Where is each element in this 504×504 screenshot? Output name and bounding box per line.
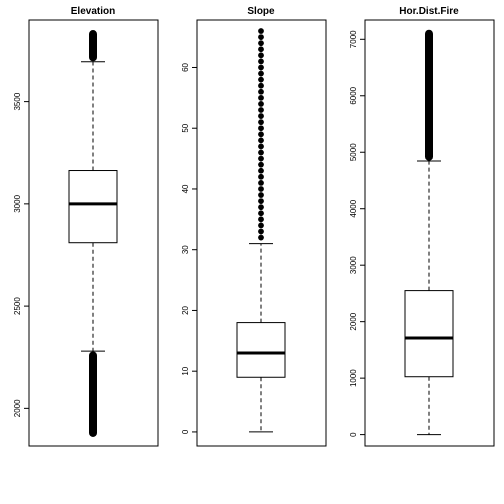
y-axis-elevation: 2000 2500 3000 3500 bbox=[13, 92, 29, 417]
outlier-slope-23 bbox=[258, 94, 264, 101]
outlier-slope-13 bbox=[258, 155, 264, 162]
outlier-slope-10 bbox=[258, 173, 264, 180]
boxplot-slope bbox=[236, 28, 286, 433]
outlier-slope-9 bbox=[258, 179, 264, 186]
boxplot-elevation bbox=[68, 30, 118, 437]
outlier-slope-28 bbox=[258, 64, 264, 71]
panel-slope: Slope 0 10 20 30 40 50 60 bbox=[181, 6, 327, 447]
outlier-slope-3 bbox=[258, 216, 264, 223]
outlier-slope-0 bbox=[258, 234, 264, 241]
outlier-slope-34 bbox=[258, 28, 264, 34]
y-tick-label-hor-dist-fire-4: 4000 bbox=[349, 199, 358, 217]
y-tick-label-slope-4: 40 bbox=[181, 184, 190, 193]
outlier-slope-26 bbox=[258, 76, 264, 83]
outlier-slope-21 bbox=[258, 107, 264, 113]
outliers-high-hor-dist-fire bbox=[425, 29, 433, 161]
outlier-slope-33 bbox=[258, 34, 264, 41]
y-tick-label-slope-2: 20 bbox=[181, 305, 190, 314]
outliers-high-elevation bbox=[89, 30, 97, 62]
y-tick-label-hor-dist-fire-6: 6000 bbox=[349, 86, 358, 104]
y-tick-label-slope-1: 10 bbox=[181, 366, 190, 375]
outlier-slope-19 bbox=[258, 119, 264, 126]
y-tick-label-hor-dist-fire-2: 2000 bbox=[349, 312, 358, 330]
y-tick-label-slope-0: 0 bbox=[181, 429, 190, 434]
y-tick-label-slope-3: 30 bbox=[181, 245, 190, 254]
plot-frame-slope bbox=[196, 19, 327, 447]
outlier-slope-25 bbox=[258, 82, 264, 89]
y-tick-label-hor-dist-fire-7: 7000 bbox=[349, 30, 358, 48]
y-tick-label-elevation-2: 3000 bbox=[13, 194, 22, 212]
outlier-slope-14 bbox=[258, 149, 264, 156]
outlier-slope-18 bbox=[258, 125, 264, 132]
outlier-slope-11 bbox=[258, 167, 264, 174]
plot-frame-elevation bbox=[28, 19, 159, 447]
y-tick-label-elevation-0: 2000 bbox=[13, 399, 22, 417]
y-tick-label-slope-5: 50 bbox=[181, 123, 190, 132]
outlier-slope-5 bbox=[258, 204, 264, 211]
outliers-low-elevation bbox=[89, 351, 97, 437]
y-tick-label-elevation-3: 3500 bbox=[13, 92, 22, 110]
outlier-slope-12 bbox=[258, 161, 264, 168]
panel-elevation: Elevation 2000 2500 3000 3500 bbox=[13, 6, 159, 447]
iqr-box-hor-dist-fire bbox=[404, 290, 454, 378]
iqr-box-elevation bbox=[68, 170, 118, 244]
panel-hor-dist-fire: Hor.Dist.Fire 0 1000 2000 3000 4000 5000 6000 7… bbox=[349, 6, 495, 447]
y-tick-label-hor-dist-fire-5: 5000 bbox=[349, 143, 358, 161]
iqr-box-slope bbox=[236, 322, 286, 378]
outlier-slope-15 bbox=[258, 143, 264, 150]
outlier-slope-31 bbox=[258, 46, 264, 53]
outlier-slope-4 bbox=[258, 210, 264, 217]
outlier-slope-30 bbox=[258, 52, 264, 59]
y-axis-hor-dist-fire: 0 1000 2000 3000 4000 5000 6000 7000 bbox=[349, 30, 365, 437]
panel-title-hor-dist-fire: Hor.Dist.Fire bbox=[399, 6, 459, 17]
y-tick-label-elevation-1: 2500 bbox=[13, 297, 22, 315]
panel-title-elevation: Elevation bbox=[71, 6, 115, 17]
outlier-slope-8 bbox=[258, 186, 264, 192]
outlier-slope-29 bbox=[258, 58, 264, 65]
outlier-slope-22 bbox=[258, 101, 264, 107]
outlier-slope-7 bbox=[258, 192, 264, 198]
outlier-slope-24 bbox=[258, 88, 264, 95]
y-tick-label-hor-dist-fire-1: 1000 bbox=[349, 369, 358, 387]
y-axis-slope: 0 10 20 30 40 50 60 bbox=[181, 62, 197, 434]
plot-frame-hor-dist-fire bbox=[364, 19, 495, 447]
outlier-slope-32 bbox=[258, 40, 264, 47]
outlier-slope-17 bbox=[258, 131, 264, 138]
panel-title-slope: Slope bbox=[247, 6, 275, 17]
y-tick-label-hor-dist-fire-0: 0 bbox=[349, 432, 358, 437]
y-tick-label-hor-dist-fire-3: 3000 bbox=[349, 256, 358, 274]
outlier-slope-1 bbox=[258, 228, 264, 235]
y-tick-label-slope-6: 60 bbox=[181, 62, 190, 71]
boxplot-hor-dist-fire bbox=[404, 29, 454, 436]
outlier-slope-6 bbox=[258, 198, 264, 205]
outlier-slope-16 bbox=[258, 137, 264, 144]
outlier-slope-2 bbox=[258, 222, 264, 229]
outlier-slope-20 bbox=[258, 113, 264, 119]
outlier-slope-27 bbox=[258, 70, 264, 77]
